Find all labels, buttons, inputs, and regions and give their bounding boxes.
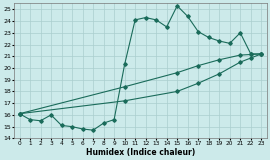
X-axis label: Humidex (Indice chaleur): Humidex (Indice chaleur) <box>86 148 195 156</box>
